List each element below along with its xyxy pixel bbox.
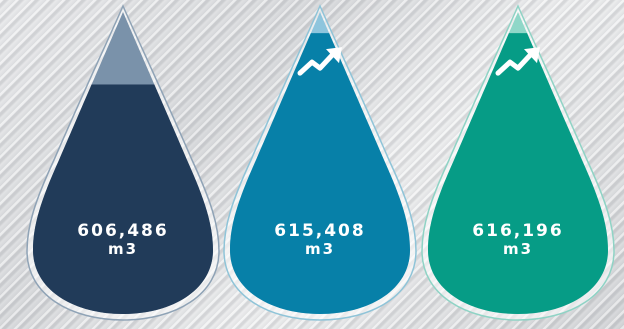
drop-2-fill-level xyxy=(230,33,410,314)
drop-2-unit: m3 xyxy=(304,240,336,258)
drop-1-unit: m3 xyxy=(107,240,139,258)
water-drop-3: 616,196 m3 xyxy=(414,0,622,329)
drop-3-fill-level xyxy=(428,33,608,314)
drop-1-value: 606,486 xyxy=(77,221,169,241)
water-drop-2: 615,408 m3 xyxy=(216,0,424,329)
drop-shape-1 xyxy=(26,4,220,321)
drop-shape-3 xyxy=(421,4,615,321)
drop-2-value: 615,408 xyxy=(274,221,366,241)
trend-up-icon xyxy=(495,47,540,76)
drop-3-value: 616,196 xyxy=(472,221,564,241)
water-drop-1: 606,486 m3 xyxy=(19,0,227,329)
drop-3-unit: m3 xyxy=(502,240,534,258)
trend-up-icon xyxy=(297,47,342,76)
drop-shape-2 xyxy=(223,4,417,321)
